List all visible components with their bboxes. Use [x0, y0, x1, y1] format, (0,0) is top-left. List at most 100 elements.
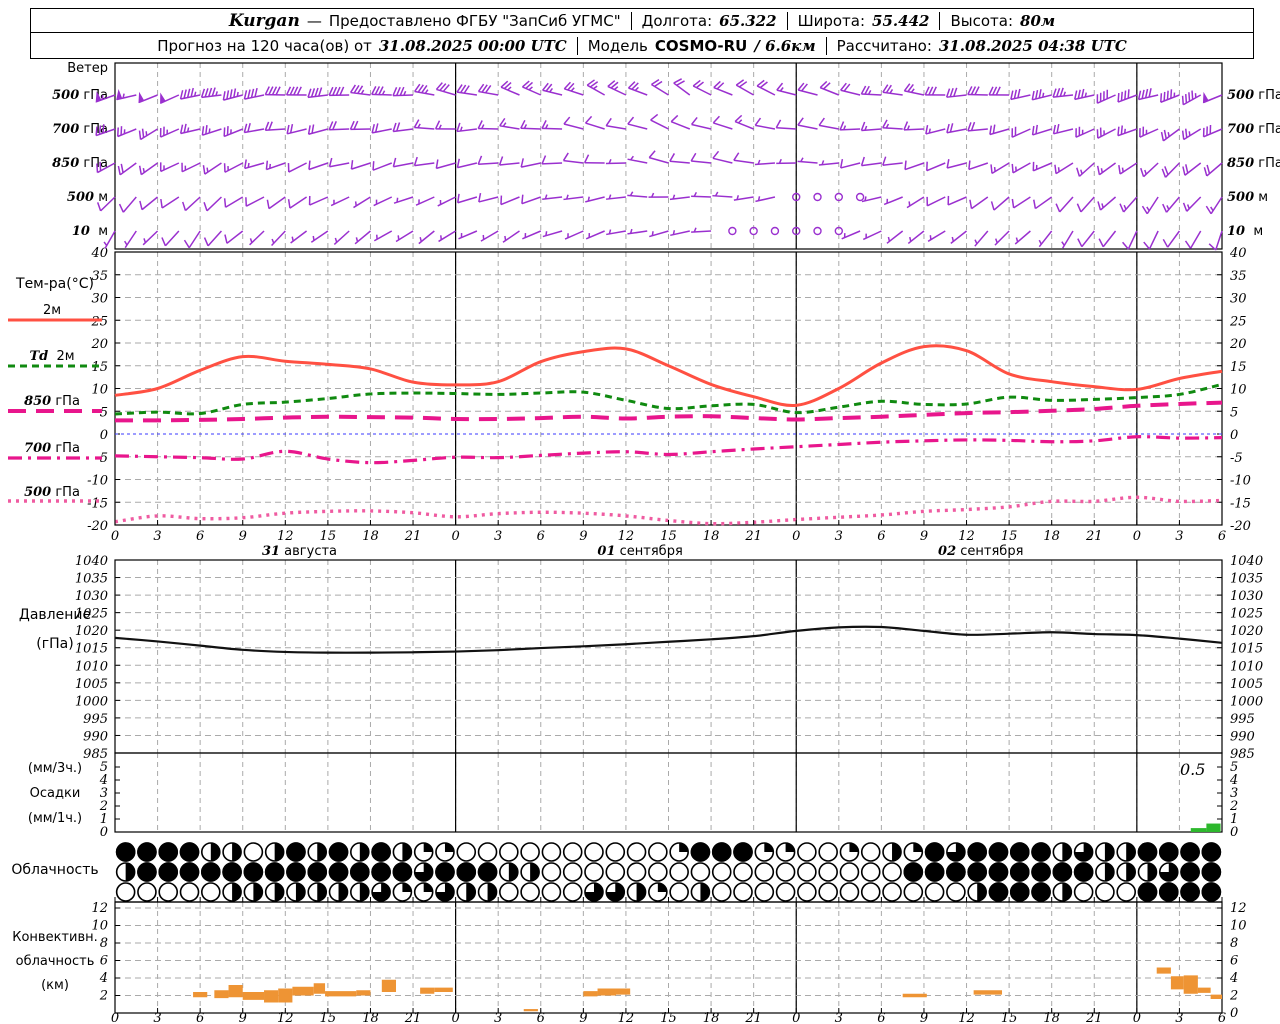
- wind-barb-part: [1162, 203, 1168, 213]
- wind-barb: [1161, 162, 1180, 178]
- wind-barb-part: [627, 81, 636, 89]
- conv-ytick-left: 2: [99, 989, 108, 1004]
- wind-barb: [1122, 230, 1138, 250]
- wind-barb-part: [223, 94, 243, 101]
- wind-barb: [181, 162, 201, 173]
- wind-barb-part: [968, 160, 971, 170]
- cloud-circle: [562, 862, 583, 882]
- temp-ytick-right: -15: [1230, 496, 1251, 511]
- wind-level-label-10m-right: 10 м: [1227, 224, 1264, 239]
- wind-barb-part: [250, 88, 255, 98]
- wind-barb: [862, 230, 882, 241]
- wind-barb: [925, 124, 946, 135]
- wind-barb: [1182, 162, 1202, 176]
- convective-bar-11: [420, 987, 435, 994]
- wind-barb-part: [271, 230, 286, 247]
- wind-barb-part: [160, 162, 180, 173]
- wind-barb: [1052, 123, 1074, 135]
- wind-barb-part: [117, 165, 121, 175]
- wind-barb: [606, 229, 627, 236]
- wind-barb-part: [974, 230, 989, 247]
- wind-barb-part: [478, 162, 499, 165]
- cloud-circle: [1095, 882, 1115, 902]
- wind-barb: [927, 230, 946, 242]
- wind-barb-part: [634, 86, 639, 92]
- wind-barb-part: [208, 87, 213, 97]
- wind-barb-part: [627, 194, 648, 198]
- wind-barb-part: [1119, 162, 1138, 175]
- wind-barb-part: [434, 120, 441, 130]
- wind-barb-part: [357, 85, 364, 94]
- wind-barb-part: [160, 92, 166, 104]
- wind-barb-part: [1181, 95, 1184, 105]
- wind-barb-part: [650, 113, 659, 121]
- cloud-circle-fill: [402, 843, 412, 861]
- wind-barb-part: [1120, 125, 1123, 135]
- wind-barb-part: [1206, 164, 1211, 174]
- wind-barb-part: [500, 86, 520, 96]
- wind-barb: [583, 154, 605, 164]
- wind-barb-part: [567, 82, 575, 91]
- wind-barb: [607, 80, 627, 96]
- temp-legend-td2m: Td 2м: [29, 349, 75, 364]
- wind-barb-part: [247, 162, 250, 168]
- wind-barb: [138, 162, 159, 176]
- wind-barb-part: [392, 157, 397, 167]
- wind-barb: [1162, 230, 1181, 248]
- wind-barb: [669, 194, 690, 201]
- wind-barb: [413, 119, 435, 130]
- wind-barb: [712, 115, 733, 130]
- wind-barb-part: [735, 79, 745, 86]
- wind-barb-part: [399, 86, 405, 96]
- cloud-circle-fill: [903, 862, 924, 882]
- wind-barb-part: [1098, 238, 1104, 248]
- wind-barb-part: [204, 162, 222, 175]
- wind-barb: [691, 116, 712, 130]
- wind-barb-part: [910, 88, 915, 93]
- wind-barb: [1140, 162, 1159, 178]
- wind-barb-part: [563, 116, 571, 125]
- wind-barb: [1075, 126, 1095, 138]
- wind-barb: [1032, 161, 1052, 172]
- wind-barb-part: [1166, 205, 1170, 210]
- wind-barb-part: [289, 196, 308, 209]
- cloud-circle-fill: [849, 843, 859, 852]
- pressure-ytick-right: 1020: [1230, 624, 1263, 639]
- wind-barb: [651, 78, 669, 96]
- pressure-title: Давление: [18, 607, 92, 623]
- model-name: COSMO-RU: [654, 36, 748, 55]
- wind-barb-part: [186, 127, 190, 133]
- wind-barb-part: [268, 196, 286, 210]
- cloud-circle-fill: [1062, 843, 1072, 861]
- wind-barb: [585, 196, 605, 203]
- wind-barb-part: [1117, 128, 1138, 137]
- hour-tick-label: 3: [835, 529, 843, 544]
- cloud-circle: [137, 882, 157, 902]
- cloud-circle-fill: [435, 883, 454, 901]
- cloud-circle: [243, 842, 264, 862]
- wind-barb: [116, 126, 137, 138]
- cloud-circle-fill: [657, 883, 667, 892]
- wind-barb: [1010, 88, 1031, 101]
- cloud-circle-fill: [179, 862, 200, 882]
- temp-ytick-left: 35: [91, 269, 108, 284]
- wind-barb-part: [1013, 196, 1031, 209]
- cloud-circle-fill: [274, 883, 284, 901]
- cloud-circle-fill: [402, 883, 412, 892]
- cloud-circle-fill: [584, 883, 603, 901]
- wind-barb-part: [907, 83, 914, 93]
- wind-barb-part: [193, 91, 197, 97]
- wind-barb-part: [712, 194, 733, 198]
- wind-barb-part: [1181, 130, 1185, 140]
- wind-barb-part: [1097, 201, 1102, 211]
- hour-tick-label: 18: [1043, 529, 1060, 544]
- wind-barb: [308, 195, 329, 206]
- wind-barb-part: [393, 128, 414, 133]
- wind-barb-part: [419, 237, 423, 242]
- hour-tick-label: 6: [196, 529, 204, 544]
- wind-barb-part: [749, 226, 758, 236]
- temp-ytick-left: 10: [91, 383, 108, 398]
- wind-barb: [627, 228, 648, 235]
- wind-barb: [103, 230, 116, 249]
- wind-barb-part: [759, 81, 768, 89]
